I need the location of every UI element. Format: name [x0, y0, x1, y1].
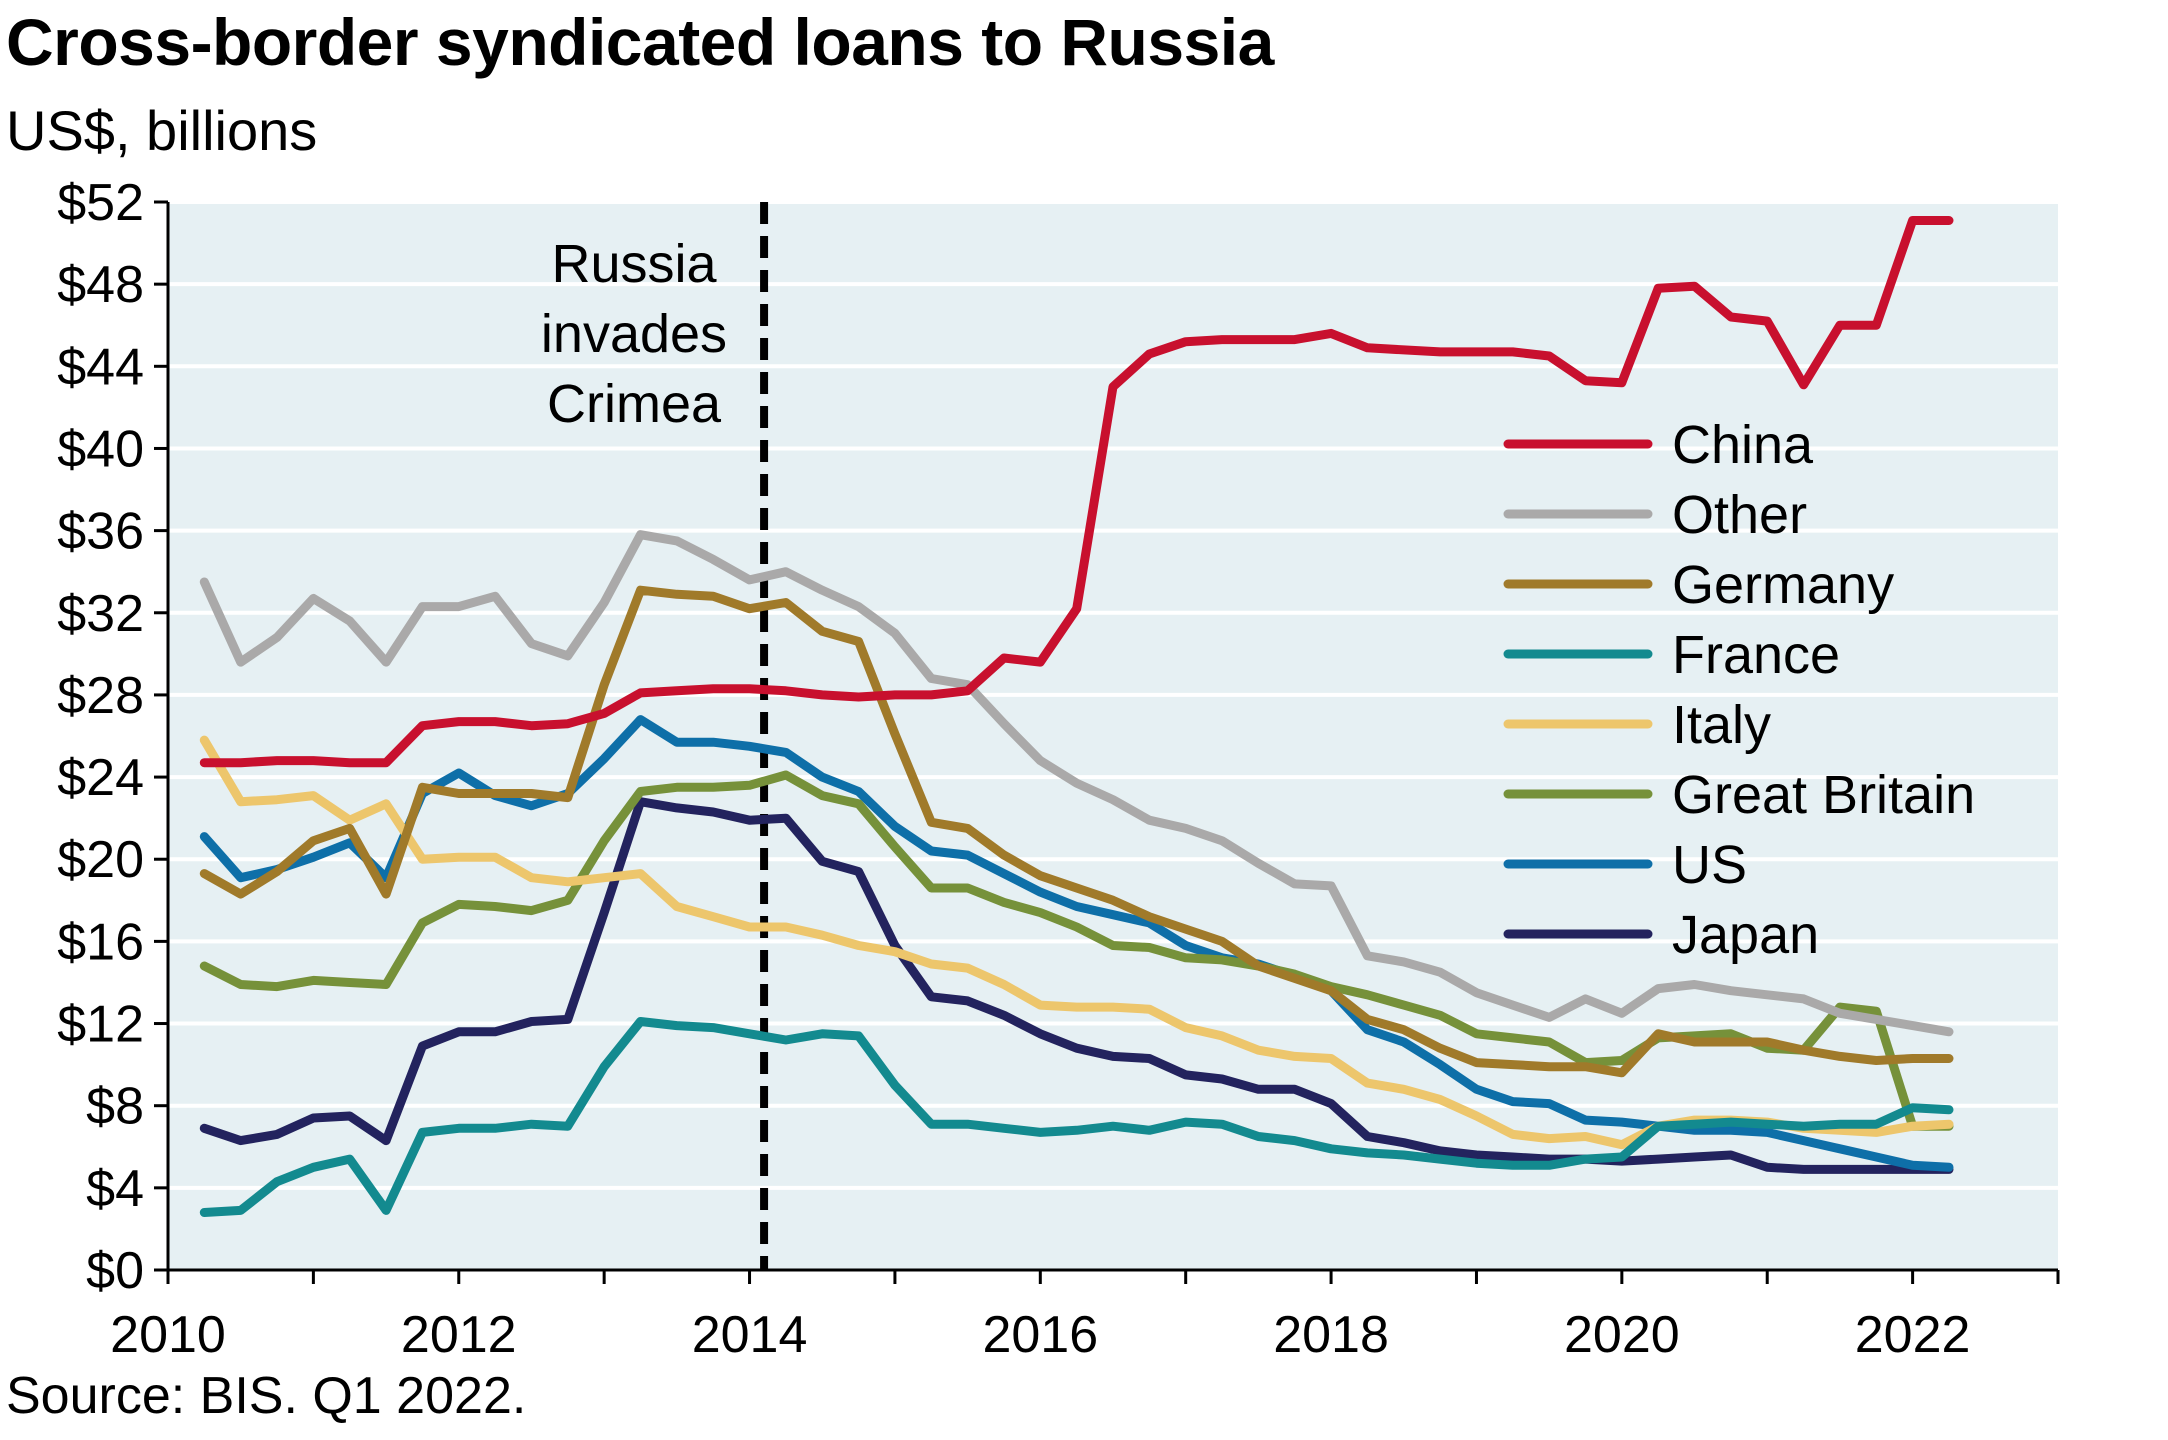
y-tick-label: $20 — [57, 831, 144, 889]
series-line-other — [199, 530, 1954, 1037]
legend-label: Other — [1672, 485, 1807, 545]
y-tick-label: $52 — [57, 174, 144, 232]
y-tick-label: $28 — [57, 667, 144, 725]
annotation-text-line: invades — [541, 304, 727, 364]
series-lines — [199, 216, 1954, 1217]
y-tick-label: $48 — [57, 256, 144, 314]
legend-label: Italy — [1672, 695, 1771, 755]
chart-title: Cross-border syndicated loans to Russia — [6, 5, 1274, 79]
annotation-text-line: Crimea — [547, 374, 722, 434]
legend-label: Germany — [1672, 555, 1894, 615]
annotation-text-line: Russia — [551, 234, 717, 294]
legend: China Other Germany France Italy Great Britai… — [1503, 415, 1975, 965]
legend-label: China — [1672, 415, 1814, 475]
x-tick-label: 2016 — [982, 1306, 1098, 1364]
y-axis-tick-labels: $0 $4 $8 $12 $16 $20 $24 $28 $32 $36 $40 $44 $48 $52 — [57, 174, 144, 1300]
legend-label: Great Britain — [1672, 765, 1975, 825]
chart-subtitle: US$, billions — [6, 99, 318, 162]
y-tick-label: $12 — [57, 996, 144, 1054]
y-tick-label: $44 — [57, 338, 144, 396]
legend-label: Japan — [1672, 905, 1819, 965]
crimea-annotation: Russia invades Crimea — [541, 202, 769, 1270]
y-tick-label: $32 — [57, 585, 144, 643]
x-tick-label: 2022 — [1855, 1306, 1971, 1364]
y-tick-label: $16 — [57, 913, 144, 971]
y-tick-label: $36 — [57, 503, 144, 561]
y-tick-label: $8 — [86, 1078, 144, 1136]
series-line-germany — [199, 585, 1954, 1078]
y-tick-label: $24 — [57, 749, 144, 807]
y-tick-label: $40 — [57, 420, 144, 478]
source-note: Source: BIS. Q1 2022. — [6, 1367, 527, 1425]
legend-label: US — [1672, 835, 1747, 895]
plot-background — [168, 202, 2058, 1270]
x-tick-label: 2018 — [1273, 1306, 1389, 1364]
x-tick-label: 2020 — [1564, 1306, 1680, 1364]
y-tick-label: $0 — [86, 1242, 144, 1300]
series-line-france — [199, 1017, 1954, 1217]
x-tick-label: 2012 — [401, 1306, 517, 1364]
series-line-japan — [199, 797, 1954, 1174]
x-axis: 2010 2012 2014 2016 2018 2020 2022 — [110, 202, 2060, 1364]
y-tick-label: $4 — [86, 1160, 144, 1218]
legend-label: France — [1672, 625, 1840, 685]
x-tick-label: 2014 — [692, 1306, 808, 1364]
series-line-china — [199, 216, 1954, 768]
x-tick-label: 2010 — [110, 1306, 226, 1364]
